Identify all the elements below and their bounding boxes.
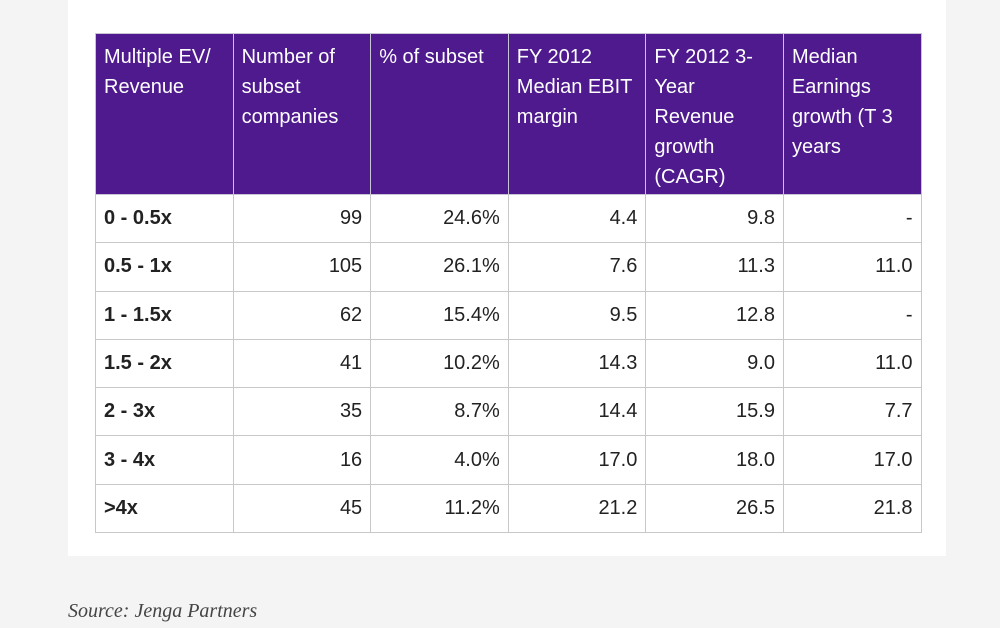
table-cell: 35 — [232, 387, 372, 437]
panel: Multiple EV/ Revenue Number of subset com… — [68, 0, 946, 556]
table-cell: 18.0 — [645, 435, 784, 485]
table-cell: 11.0 — [782, 338, 922, 389]
table-cell: 16 — [232, 435, 372, 485]
row-label: 3 - 4x — [95, 435, 234, 485]
table-cell: 7.7 — [782, 387, 922, 437]
data-table: Multiple EV/ Revenue Number of subset com… — [95, 33, 922, 534]
header-cell: FY 2012 3-Year Revenue growth (CAGR) — [645, 33, 784, 195]
table-cell: 15.9 — [645, 387, 784, 437]
table-cell: 9.5 — [507, 290, 647, 340]
table-cell: 11.0 — [782, 242, 922, 292]
table-cell: 11.2% — [370, 483, 509, 534]
table-cell: 99 — [232, 193, 372, 244]
table-cell: 14.3 — [507, 338, 647, 389]
table-row: 1 - 1.5x 62 15.4% 9.5 12.8- — [95, 290, 922, 340]
table-cell: 105 — [232, 242, 372, 292]
table-row: 1.5 - 2x 41 10.2% 14.3 9.0 11.0 — [95, 338, 922, 389]
table-row: 2 - 3x 35 8.7% 14.4 15.9 7.7 — [95, 387, 922, 437]
table-cell: 17.0 — [507, 435, 647, 485]
table-cell: 45 — [232, 483, 372, 534]
table-row: 0 - 0.5x 99 24.6% 4.4 9.8- — [95, 193, 922, 244]
row-label: 2 - 3x — [95, 387, 234, 437]
header-row: Multiple EV/ Revenue Number of subset com… — [95, 33, 922, 195]
table-cell: 9.0 — [645, 338, 784, 389]
table-row: 0.5 - 1x 105 26.1% 7.6 11.3 11.0 — [95, 242, 922, 292]
table-cell: 41 — [232, 338, 372, 389]
table-cell: - — [782, 290, 922, 340]
table-cell: 9.8 — [645, 193, 784, 244]
header-cell: Number of subset companies — [232, 33, 372, 195]
row-label: 0.5 - 1x — [95, 242, 234, 292]
table-cell: 21.2 — [507, 483, 647, 534]
header-cell: Multiple EV/ Revenue — [95, 33, 234, 195]
table-cell: 11.3 — [645, 242, 784, 292]
table-cell: - — [782, 193, 922, 244]
row-label: >4x — [95, 483, 234, 534]
header-cell: Median Earnings growth (T 3 years — [782, 33, 922, 195]
table-row: >4x 45 11.2% 21.2 26.5 21.8 — [95, 483, 922, 534]
row-label: 1 - 1.5x — [95, 290, 234, 340]
header-cell: % of subset — [370, 33, 509, 195]
table-cell: 8.7% — [370, 387, 509, 437]
table-cell: 26.1% — [370, 242, 509, 292]
table-cell: 15.4% — [370, 290, 509, 340]
table-cell: 17.0 — [782, 435, 922, 485]
table-cell: 62 — [232, 290, 372, 340]
source-note: Source: Jenga Partners — [68, 600, 258, 622]
table-cell: 14.4 — [507, 387, 647, 437]
table-cell: 10.2% — [370, 338, 509, 389]
table-cell: 21.8 — [782, 483, 922, 534]
table-cell: 7.6 — [507, 242, 647, 292]
row-label: 0 - 0.5x — [95, 193, 234, 244]
table-cell: 26.5 — [645, 483, 784, 534]
header-cell: FY 2012 Median EBIT margin — [507, 33, 647, 195]
table-row: 3 - 4x 16 4.0% 17.0 18.0 17.0 — [95, 435, 922, 485]
table-cell: 24.6% — [370, 193, 509, 244]
row-label: 1.5 - 2x — [95, 338, 234, 389]
table-cell: 4.4 — [507, 193, 647, 244]
table-cell: 12.8 — [645, 290, 784, 340]
table-cell: 4.0% — [370, 435, 509, 485]
